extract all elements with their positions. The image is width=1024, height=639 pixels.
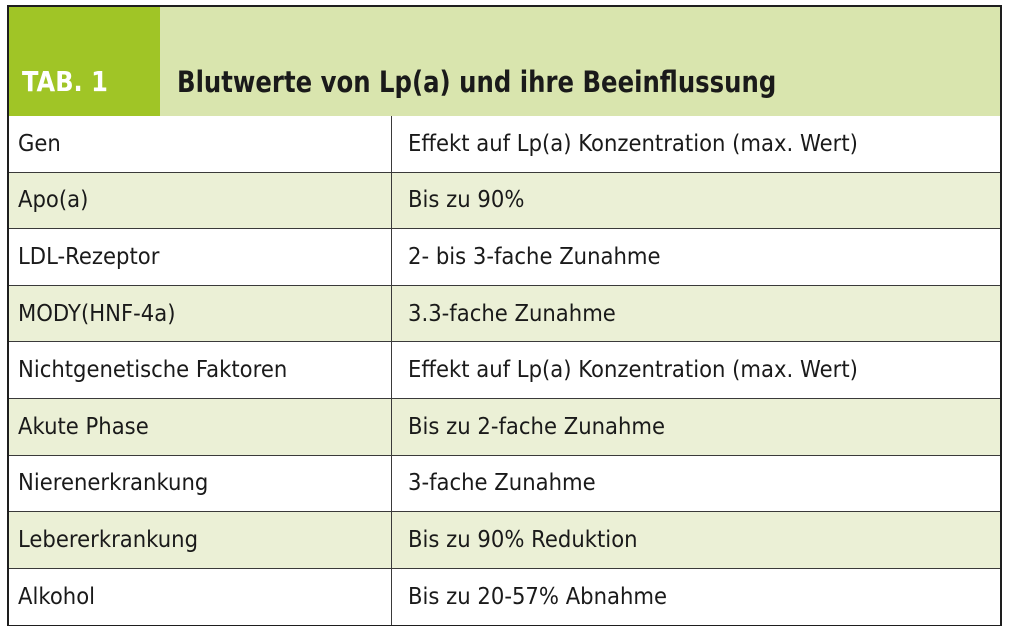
- table-header: TAB. 1 Blutwerte von Lp(a) und ihre Beei…: [9, 7, 1000, 118]
- table-cell-value: Bis zu 20-57% Abnahme: [408, 584, 668, 611]
- table-cell-value: Bis zu 2-fache Zunahme: [408, 413, 666, 440]
- table-cell-value: 3.3-fache Zunahme: [408, 300, 616, 327]
- table-cell-label: Akute Phase: [9, 398, 392, 455]
- table-cell-label: Lebererkrankung: [9, 512, 392, 568]
- table-cell-value: Bis zu 90% Reduktion: [408, 526, 638, 553]
- table-cell-value: 3-fache Zunahme: [408, 470, 596, 497]
- table-cell-value: Effekt auf Lp(a) Konzentration (max. Wer…: [408, 357, 858, 384]
- table-row: MODY(HNF-4a) 3.3-fache Zunahme: [9, 285, 1000, 343]
- table-row: Nierenerkrankung 3-fache Zunahme: [9, 455, 1000, 513]
- table-row: Akute Phase Bis zu 2-fache Zunahme: [9, 398, 1000, 456]
- table-frame: TAB. 1 Blutwerte von Lp(a) und ihre Beei…: [7, 5, 1002, 626]
- table-row: Gen Effekt auf Lp(a) Konzentration (max.…: [9, 116, 1000, 173]
- table-row: Alkohol Bis zu 20-57% Abnahme: [9, 568, 1000, 626]
- table-number-text: TAB. 1: [22, 65, 108, 98]
- table-cell-label: Nichtgenetische Faktoren: [9, 342, 392, 398]
- table-cell-label: Gen: [9, 116, 392, 172]
- table-cell-label: Apo(a): [9, 172, 392, 229]
- table-body: Gen Effekt auf Lp(a) Konzentration (max.…: [9, 116, 1000, 626]
- table-cell-label: MODY(HNF-4a): [9, 285, 392, 342]
- table-number-label: TAB. 1: [9, 7, 160, 116]
- table-cell-label: Nierenerkrankung: [9, 455, 392, 512]
- table-cell-label: LDL-Rezeptor: [9, 229, 392, 285]
- table-title: Blutwerte von Lp(a) und ihre Beeinflussu…: [177, 65, 777, 99]
- table-row: Nichtgenetische Faktoren Effekt auf Lp(a…: [9, 342, 1000, 399]
- table-cell-value: 2- bis 3-fache Zunahme: [408, 243, 661, 270]
- table-row: Lebererkrankung Bis zu 90% Reduktion: [9, 512, 1000, 569]
- table-cell-value: Effekt auf Lp(a) Konzentration (max. Wer…: [408, 130, 858, 157]
- table-cell-label: Alkohol: [9, 568, 392, 626]
- table-cell-value: Bis zu 90%: [408, 187, 525, 214]
- table-row: LDL-Rezeptor 2- bis 3-fache Zunahme: [9, 229, 1000, 286]
- table-row: Apo(a) Bis zu 90%: [9, 172, 1000, 230]
